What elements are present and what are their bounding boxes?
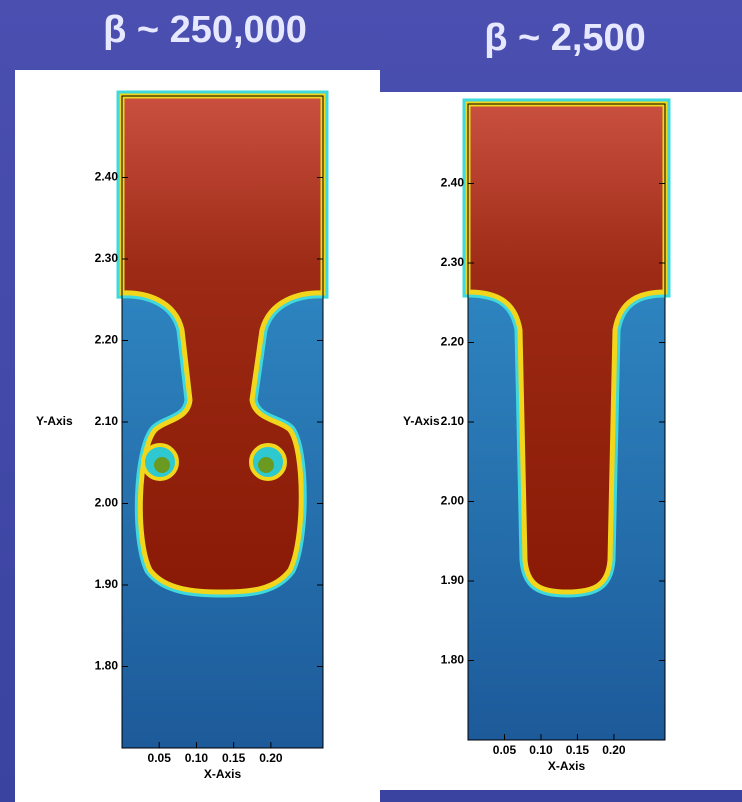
- y-tick-label: 1.80: [441, 653, 465, 667]
- y-tick-label: 2.20: [95, 333, 119, 347]
- y-tick-label: 2.10: [95, 414, 119, 428]
- y-tick-label: 2.30: [441, 255, 465, 269]
- x-tick-label: 0.20: [259, 751, 283, 765]
- x-tick-label: 0.10: [185, 751, 209, 765]
- field-image: [116, 90, 329, 749]
- x-tick-label: 0.20: [602, 743, 626, 757]
- x-tick-label: 0.10: [529, 743, 553, 757]
- y-axis-label: Y-Axis: [403, 414, 440, 428]
- x-tick-label: 0.05: [148, 751, 172, 765]
- x-tick-label: 0.15: [566, 743, 590, 757]
- y-tick-label: 1.90: [441, 573, 465, 587]
- field-image: [462, 98, 671, 741]
- x-tick-label: 0.15: [222, 751, 246, 765]
- panel-title: β ~ 250,000: [103, 9, 307, 51]
- y-tick-label: 2.40: [441, 176, 465, 190]
- y-axis-label: Y-Axis: [36, 414, 73, 428]
- y-tick-label: 2.20: [441, 335, 465, 349]
- y-tick-label: 2.30: [95, 251, 119, 265]
- panel-title: β ~ 2,500: [484, 17, 646, 59]
- y-tick-label: 1.90: [95, 577, 119, 591]
- x-tick-label: 0.05: [493, 743, 517, 757]
- x-axis-label: X-Axis: [548, 759, 586, 773]
- x-axis-label: X-Axis: [204, 767, 242, 781]
- y-tick-label: 2.00: [95, 496, 119, 510]
- y-tick-label: 1.80: [95, 659, 119, 673]
- y-tick-label: 2.00: [441, 494, 465, 508]
- y-tick-label: 2.40: [95, 170, 119, 184]
- y-tick-label: 2.10: [441, 414, 465, 428]
